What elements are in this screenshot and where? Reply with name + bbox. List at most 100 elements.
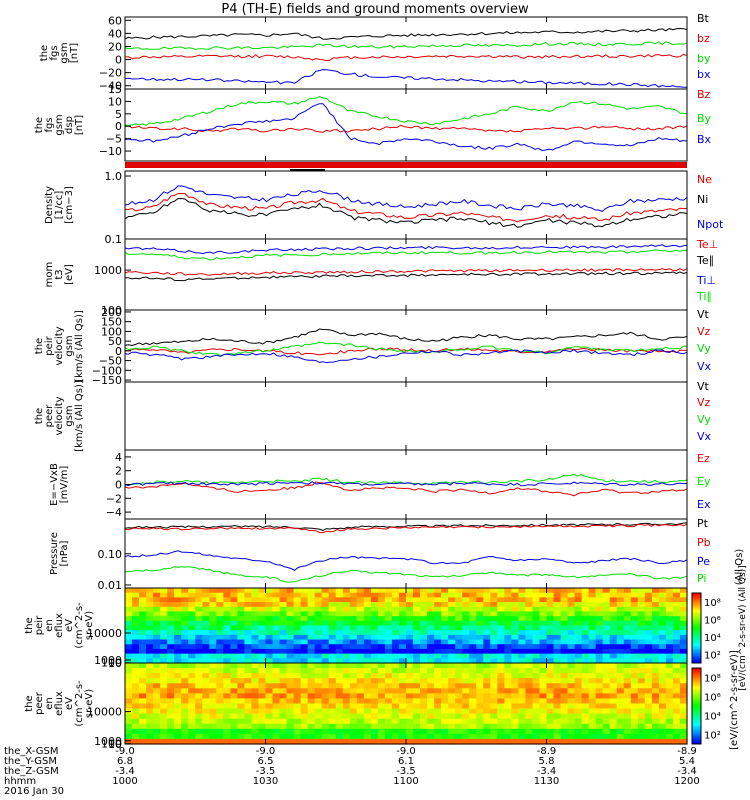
spectrogram-cell xyxy=(160,602,168,608)
spectrogram-cell xyxy=(391,713,400,720)
spectrogram-cell xyxy=(539,611,548,617)
spectrogram-cell xyxy=(420,611,428,617)
legend-Vz: Vz xyxy=(697,396,711,409)
spectrogram-cell xyxy=(518,625,527,631)
spectrogram-cell xyxy=(314,718,323,725)
spectrogram-cell xyxy=(286,644,295,650)
spectrogram-cell xyxy=(174,597,182,603)
spectrogram-cell xyxy=(363,630,372,636)
spectrogram-cell xyxy=(455,663,463,669)
spectrogram-cell xyxy=(497,728,505,735)
spectrogram-cell xyxy=(532,630,541,636)
x-tick-value: 1100 xyxy=(393,776,418,787)
spectrogram-cell xyxy=(637,606,646,613)
series-line-Ne xyxy=(124,192,688,223)
spectrogram-cell xyxy=(391,602,400,608)
spectrogram-cell xyxy=(223,738,231,745)
spectrogram-cell xyxy=(665,611,674,617)
spectrogram-cell xyxy=(146,703,154,710)
spectrogram-cell xyxy=(244,648,253,655)
spectrogram-cell xyxy=(658,678,667,684)
spectrogram-cell xyxy=(574,620,583,627)
spectrogram-cell xyxy=(258,733,267,740)
spectrogram-cell xyxy=(167,634,175,641)
spectrogram-cell xyxy=(286,630,295,636)
spectrogram-cell xyxy=(286,668,295,674)
spectrogram-cell xyxy=(504,658,512,664)
spectrogram-cell xyxy=(321,625,330,631)
spectrogram-cell xyxy=(609,634,618,641)
spectrogram-cell xyxy=(258,616,267,622)
spectrogram-cell xyxy=(377,703,386,710)
colorbar-tick: 10⁸ xyxy=(704,598,721,609)
spectrogram-cell xyxy=(574,630,583,636)
spectrogram-cell xyxy=(293,588,302,594)
colorbar-cell xyxy=(692,717,701,720)
spectrogram-cell xyxy=(595,738,604,745)
series-line-bx xyxy=(124,69,688,88)
spectrogram-cell xyxy=(490,658,498,664)
spectrogram-cell xyxy=(630,606,639,613)
colorbar-cell xyxy=(692,732,701,735)
spectrogram-cell xyxy=(546,644,555,650)
spectrogram-cell xyxy=(434,653,442,659)
spectrogram-cell xyxy=(363,708,372,715)
spectrogram-cell xyxy=(335,723,344,730)
spectrogram-cell xyxy=(153,703,161,710)
spectrogram-cell xyxy=(272,718,281,725)
spectrogram-cell xyxy=(539,658,548,664)
spectrogram-cell xyxy=(209,663,217,669)
spectrogram-cell xyxy=(356,625,365,631)
spectrogram-cell xyxy=(581,588,590,594)
spectrogram-cell xyxy=(272,723,281,730)
spectrogram-cell xyxy=(630,616,639,622)
spectrogram-cell xyxy=(223,733,231,740)
spectrogram-cell xyxy=(160,625,168,631)
spectrogram-cell xyxy=(335,733,344,740)
spectrogram-cell xyxy=(441,606,449,613)
spectrogram-cell xyxy=(300,723,309,730)
spectrogram-cell xyxy=(567,673,576,679)
spectrogram-cell xyxy=(679,708,688,715)
spectrogram-cell xyxy=(272,673,281,679)
spectrogram-cell xyxy=(595,597,604,603)
spectrogram-cell xyxy=(195,703,203,710)
spectrogram-cell xyxy=(384,693,393,700)
spectrogram-cell xyxy=(258,620,267,627)
spectrogram-cell xyxy=(272,688,281,694)
spectrogram-cell xyxy=(539,620,548,627)
spectrogram-cell xyxy=(370,693,379,700)
spectrogram-cell xyxy=(560,639,569,645)
spectrogram-cell xyxy=(406,606,414,613)
spectrogram-cell xyxy=(616,639,625,645)
y-tick-label: 15 xyxy=(108,83,122,96)
spectrogram-cell xyxy=(574,616,583,622)
spectrogram-cell xyxy=(448,713,456,720)
spectrogram-cell xyxy=(511,620,519,627)
spectrogram-cell xyxy=(251,606,260,613)
spectrogram-cell xyxy=(483,639,491,645)
spectrogram-cell xyxy=(518,644,527,650)
spectrogram-cell xyxy=(209,653,217,659)
spectrogram-cell xyxy=(307,634,316,641)
spectrogram-cell xyxy=(153,592,161,598)
spectrogram-cell xyxy=(293,639,302,645)
spectrogram-cell xyxy=(223,698,231,705)
spectrogram-cell xyxy=(427,606,435,613)
spectrogram-cell xyxy=(349,688,358,694)
spectrogram-cell xyxy=(391,620,400,627)
spectrogram-cell xyxy=(616,630,625,636)
spectrogram-cell xyxy=(160,673,168,679)
spectrogram-cell xyxy=(244,683,253,689)
spectrogram-cell xyxy=(286,588,295,594)
spectrogram-cell xyxy=(679,611,688,617)
spectrogram-cell xyxy=(202,616,210,622)
spectrogram-cell xyxy=(286,625,295,631)
spectrogram-cell xyxy=(314,588,323,594)
spectrogram-cell xyxy=(146,644,154,650)
spectrogram-cell xyxy=(637,625,646,631)
spectrogram-cell xyxy=(181,606,189,613)
spectrogram-cell xyxy=(125,718,133,725)
spectrogram-cell xyxy=(188,738,196,745)
spectrogram-cell xyxy=(420,625,428,631)
